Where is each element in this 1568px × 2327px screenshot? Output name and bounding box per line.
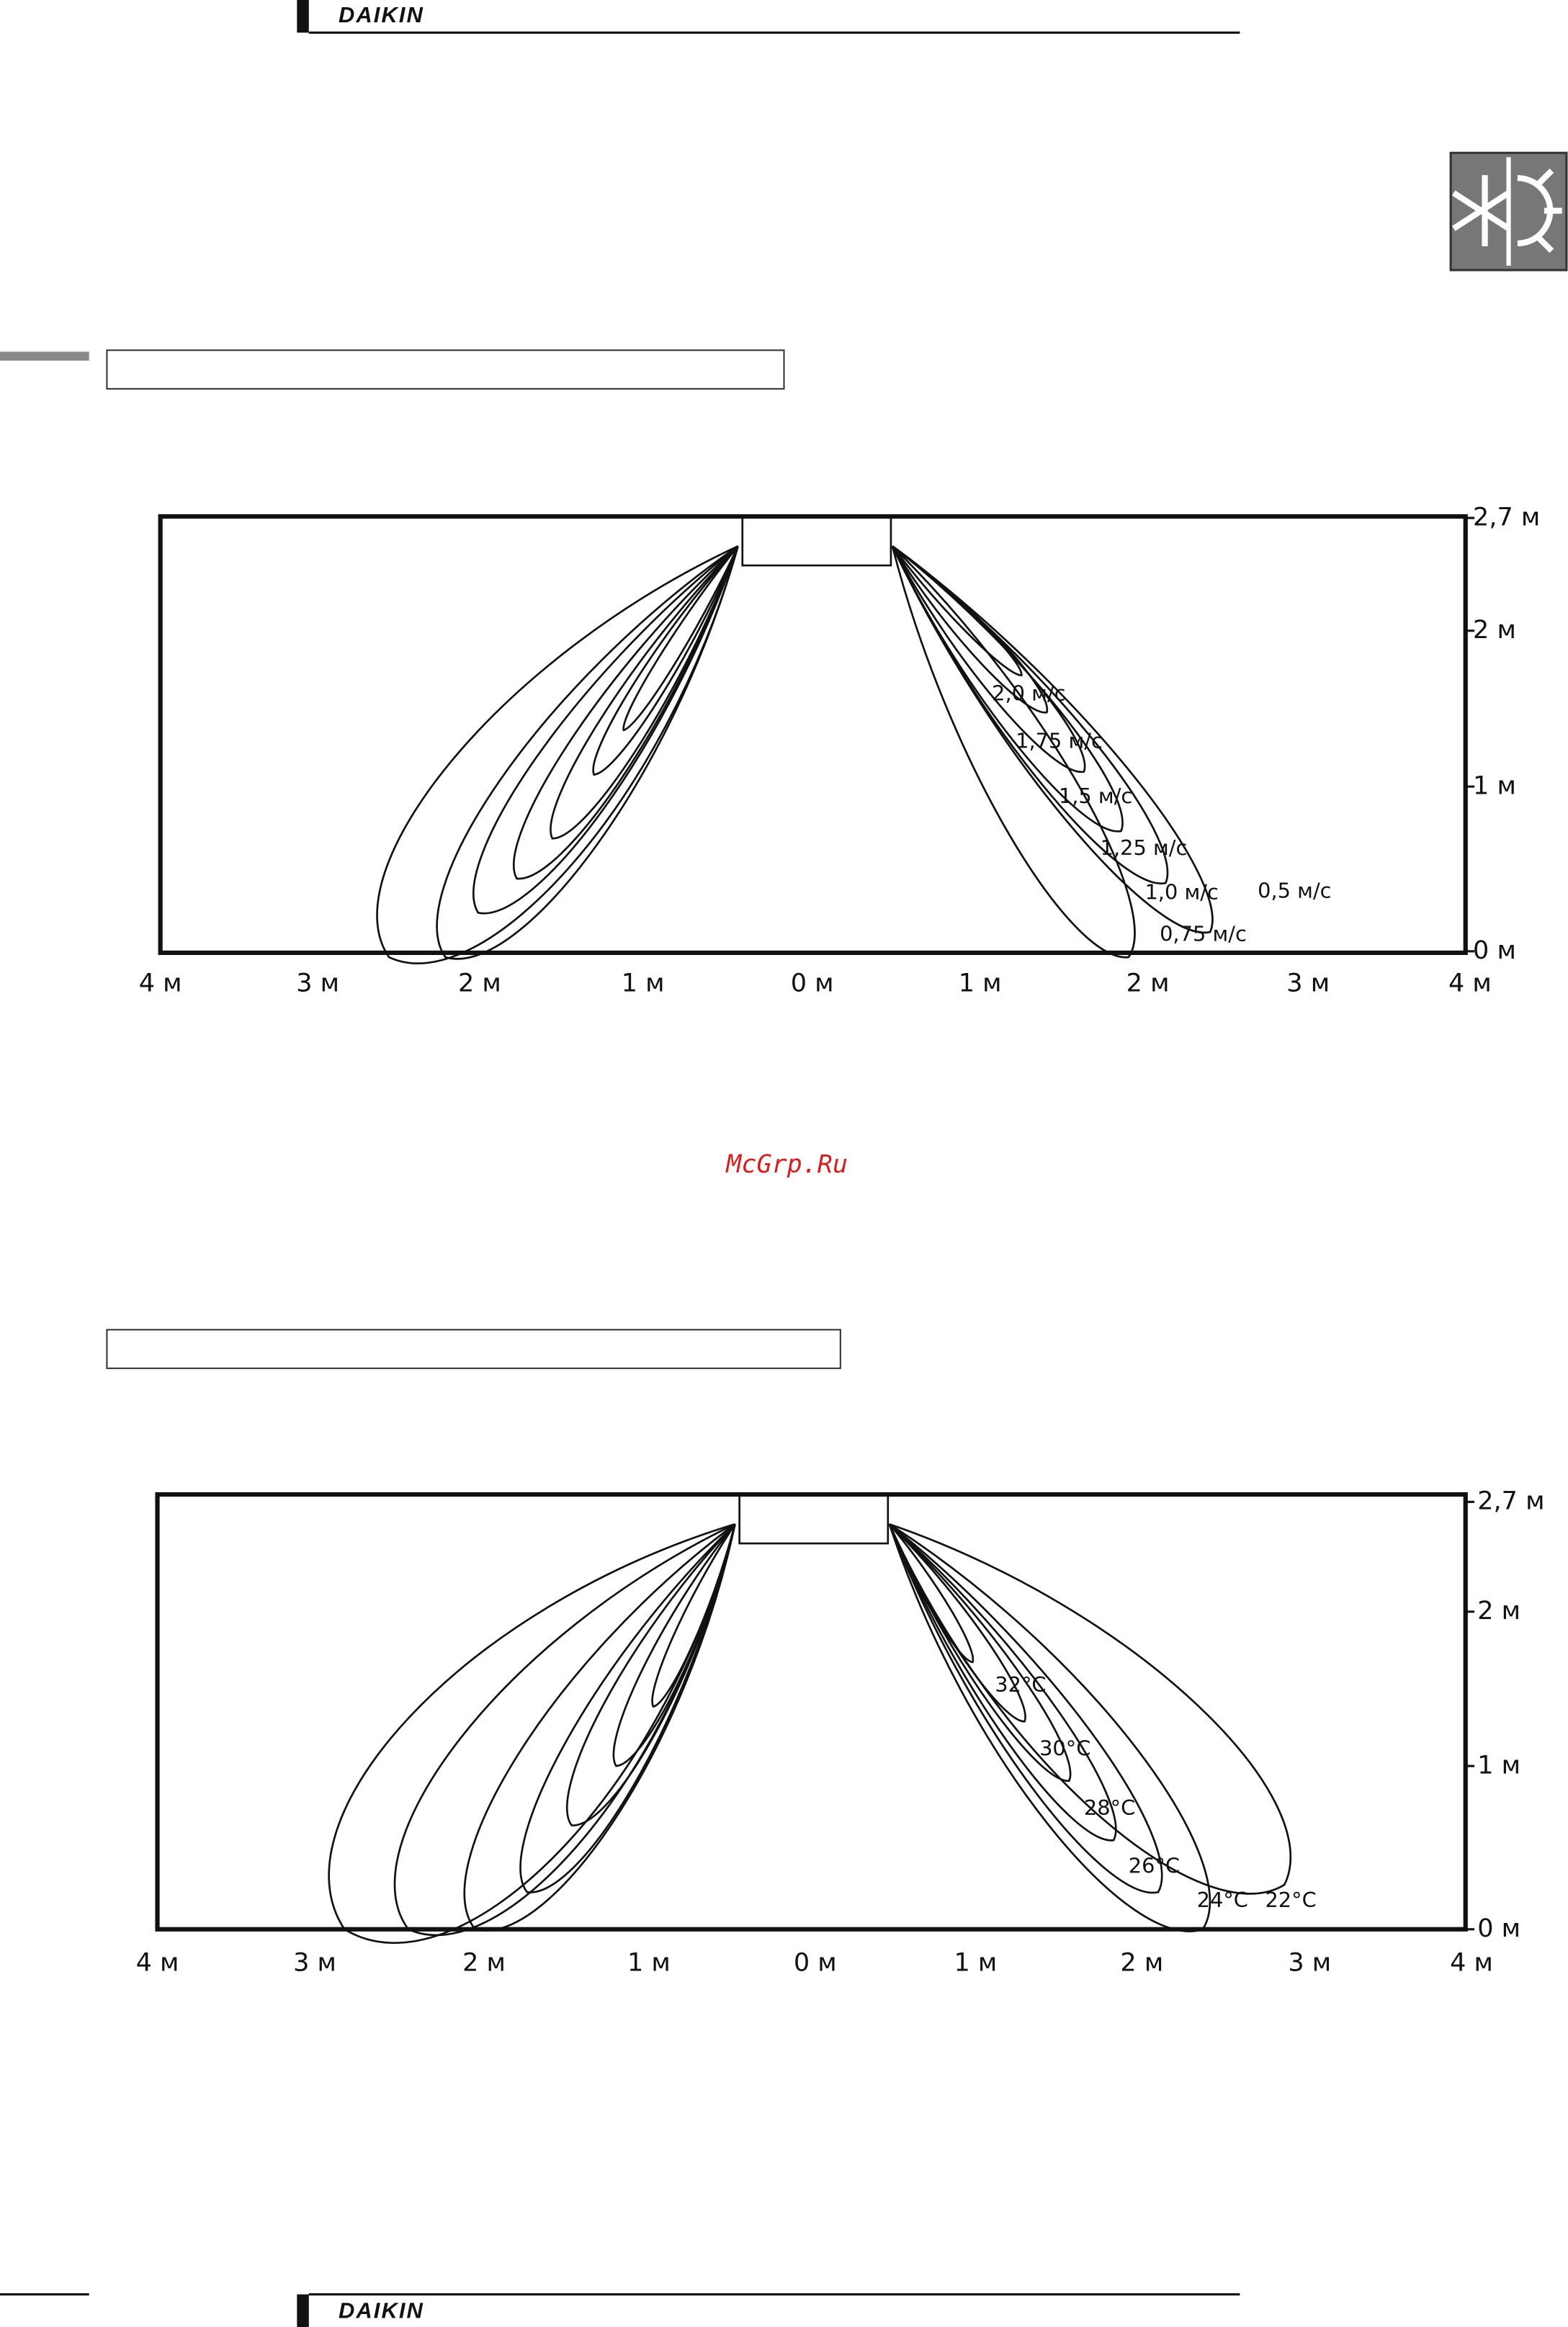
title-box [106,349,785,390]
contour-line [891,545,1136,959]
contour-line [513,545,739,880]
contour-line [888,1523,1292,1895]
contour-label: 2,0 м/с [992,681,1065,706]
contour-line [888,1523,1163,1894]
unit-outline [738,1493,890,1545]
x-axis-label: 3 м [296,968,339,997]
contour-line [565,1523,736,1826]
x-axis-label: 1 м [622,968,665,997]
x-axis-label: 3 м [293,1947,336,1977]
contour-label: 24°C [1197,1888,1248,1912]
diagram-frame [155,1492,1468,1932]
contour-line [393,1523,736,1937]
y-axis-label: 1 м [1473,771,1516,800]
x-axis-label: 0 м [791,968,834,997]
contour-label: 1,0 м/с [1144,880,1218,905]
contour-label: 1,5 м/с [1059,784,1132,808]
x-axis-label: 2 м [458,968,501,997]
watermark: McGrp.Ru [725,1149,848,1179]
header-bar [297,0,309,33]
x-axis-label: 0 м [794,1947,837,1977]
contour-label: 0,5 м/с [1258,879,1331,903]
x-axis-label: 1 м [954,1947,998,1977]
contour-line [612,1523,736,1767]
contour-line [891,545,1124,833]
contour-line [888,1523,1211,1932]
contour-label: 22°C [1265,1888,1316,1912]
x-axis-label: 2 м [462,1947,506,1977]
section-marker [0,351,89,361]
contour-line [891,545,1169,884]
contour-label: 0,75 м/с [1160,921,1247,946]
x-axis-label: 3 м [1286,968,1330,997]
contour-line [519,1523,736,1893]
y-axis-label: 2 м [1477,1596,1520,1626]
footer-bar [297,2294,309,2327]
contour-line [622,545,739,732]
footer-brand: DAIKIN [339,2298,424,2323]
contour-line [436,545,739,960]
x-axis-label: 4 м [136,1947,179,1977]
unit-outline [741,515,892,567]
y-axis-label: 2 м [1473,615,1516,645]
contour-label: 1,75 м/с [1016,729,1103,753]
contour-line [891,545,1214,934]
x-axis-label: 1 м [627,1947,671,1977]
contour-line [550,545,739,840]
contour-line [888,1523,1072,1783]
contour-label: 32°C [995,1672,1046,1697]
contour-line [472,545,739,915]
title-box [106,1329,841,1369]
x-axis-label: 2 м [1126,968,1170,997]
contour-label: 28°C [1084,1795,1135,1820]
x-axis-label: 3 м [1288,1947,1331,1977]
contour-line [888,1523,1117,1842]
contour-label: 1,25 м/с [1101,835,1188,860]
contour-line [463,1523,736,1932]
x-axis-label: 4 м [139,968,182,997]
y-axis-label: 2,7 м [1473,502,1540,532]
y-axis-label: 1 м [1477,1750,1520,1780]
x-axis-label: 1 м [959,968,1002,997]
x-axis-label: 4 м [1448,968,1492,997]
y-axis-label: 0 м [1473,936,1516,965]
contour-label: 30°C [1039,1736,1090,1761]
y-axis-label: 0 м [1477,1914,1520,1943]
mode-icon [1449,151,1568,272]
contour-label: 26°C [1129,1853,1180,1878]
x-axis-label: 4 м [1450,1947,1493,1977]
contour-line [592,545,739,776]
x-axis-label: 2 м [1120,1947,1163,1977]
contour-line [376,545,739,964]
header-brand: DAIKIN [339,2,424,27]
contour-line [328,1523,736,1944]
y-axis-label: 2,7 м [1477,1487,1544,1516]
contour-line [651,1523,736,1708]
